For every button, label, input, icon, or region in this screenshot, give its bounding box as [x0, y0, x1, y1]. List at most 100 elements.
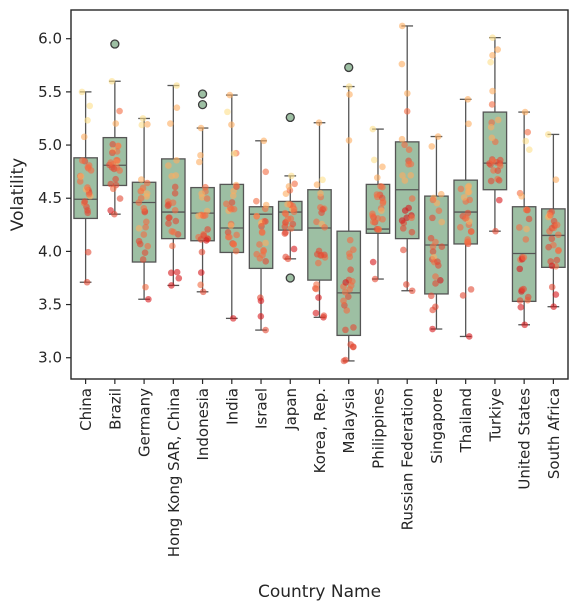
strip-point: [197, 269, 205, 276]
strip-point: [494, 167, 502, 174]
y-tick-label: 3.5: [38, 296, 62, 314]
strip-point: [83, 278, 91, 286]
strip-point: [258, 223, 265, 230]
strip-point: [281, 230, 289, 237]
strip-point: [198, 248, 206, 256]
strip-point: [165, 162, 172, 169]
strip-point: [315, 294, 322, 301]
strip-point: [432, 273, 439, 280]
strip-point: [342, 326, 349, 334]
strip-point: [145, 295, 152, 303]
strip-point: [342, 279, 350, 286]
strip-point: [554, 231, 562, 239]
strip-point: [522, 137, 530, 145]
strip-point: [552, 176, 560, 183]
strip-point: [288, 172, 295, 180]
strip-point: [230, 240, 237, 248]
strip-point: [313, 181, 321, 188]
strip-point: [143, 179, 151, 187]
strip-point: [547, 212, 554, 219]
strip-point: [553, 221, 561, 229]
strip-point: [262, 201, 270, 209]
x-tick-label: Germany: [136, 388, 154, 457]
strip-point: [403, 281, 410, 288]
strip-point: [457, 223, 464, 231]
strip-point: [467, 228, 475, 235]
strip-point: [140, 204, 148, 212]
strip-point: [370, 218, 377, 226]
strip-point: [437, 276, 444, 284]
strip-point: [379, 163, 386, 171]
strip-point: [137, 194, 145, 202]
strip-point: [321, 224, 328, 231]
strip-point: [342, 356, 349, 364]
strip-point: [524, 293, 532, 301]
strip-point: [76, 178, 84, 185]
strip-point: [522, 236, 530, 243]
strip-point: [253, 212, 260, 220]
strip-point: [141, 249, 149, 256]
strip-point: [517, 303, 525, 311]
strip-point: [401, 177, 409, 184]
strip-point: [465, 333, 473, 340]
strip-point: [349, 343, 357, 351]
strip-point: [282, 253, 289, 261]
strip-point: [289, 220, 297, 228]
strip-point: [464, 96, 472, 103]
strip-point: [197, 124, 205, 132]
strip-point: [429, 248, 437, 255]
x-tick-label: Russian Federation: [399, 388, 417, 530]
strip-point: [495, 176, 503, 184]
box: [160, 158, 186, 240]
strip-point: [467, 286, 475, 293]
strip-point: [203, 237, 210, 244]
strip-point: [262, 326, 269, 334]
strip-point: [195, 158, 203, 166]
x-tick-label: Hong Kong SAR, China: [165, 388, 183, 557]
strip-point: [428, 143, 436, 150]
strip-point: [398, 135, 406, 143]
strip-point: [554, 247, 562, 255]
x-tick-label: Brazil: [106, 388, 124, 430]
strip-point: [77, 173, 85, 180]
strip-point: [227, 222, 235, 229]
x-tick-label: Malaysia: [340, 388, 358, 454]
strip-point: [341, 288, 349, 296]
y-axis-title: Volatility: [8, 158, 28, 231]
strip-point: [144, 120, 151, 128]
strip-point: [379, 183, 386, 191]
strip-point: [518, 193, 525, 200]
strip-point: [229, 192, 237, 200]
strip-point: [256, 241, 263, 248]
strip-point: [487, 123, 495, 131]
strip-point: [86, 102, 94, 110]
x-tick-label: Philippines: [369, 388, 387, 469]
strip-point: [135, 224, 143, 232]
strip-point: [253, 197, 260, 205]
strip-point: [370, 156, 378, 164]
strip-point: [488, 101, 496, 108]
strip-point: [135, 237, 143, 245]
strip-point: [173, 82, 180, 89]
strip-point: [408, 195, 416, 202]
strip-point: [434, 258, 441, 266]
strip-point: [465, 182, 473, 190]
strip-point: [226, 91, 234, 99]
strip-point: [262, 258, 270, 265]
y-tick-label: 5.0: [38, 136, 62, 154]
strip-point: [171, 183, 179, 191]
strip-point: [116, 167, 123, 174]
strip-point: [432, 303, 439, 311]
strip-point: [203, 195, 211, 202]
strip-point: [200, 212, 207, 220]
strip-point: [405, 146, 413, 153]
x-axis: China Brazil Germany Hong Kong SAR, China In…: [77, 379, 563, 557]
strip-point: [548, 262, 556, 270]
strip-point: [139, 256, 147, 263]
strip-point: [373, 174, 381, 181]
strip-point: [171, 189, 179, 197]
strip-point: [228, 205, 235, 213]
strip-point: [257, 297, 265, 305]
strip-point: [257, 312, 265, 320]
